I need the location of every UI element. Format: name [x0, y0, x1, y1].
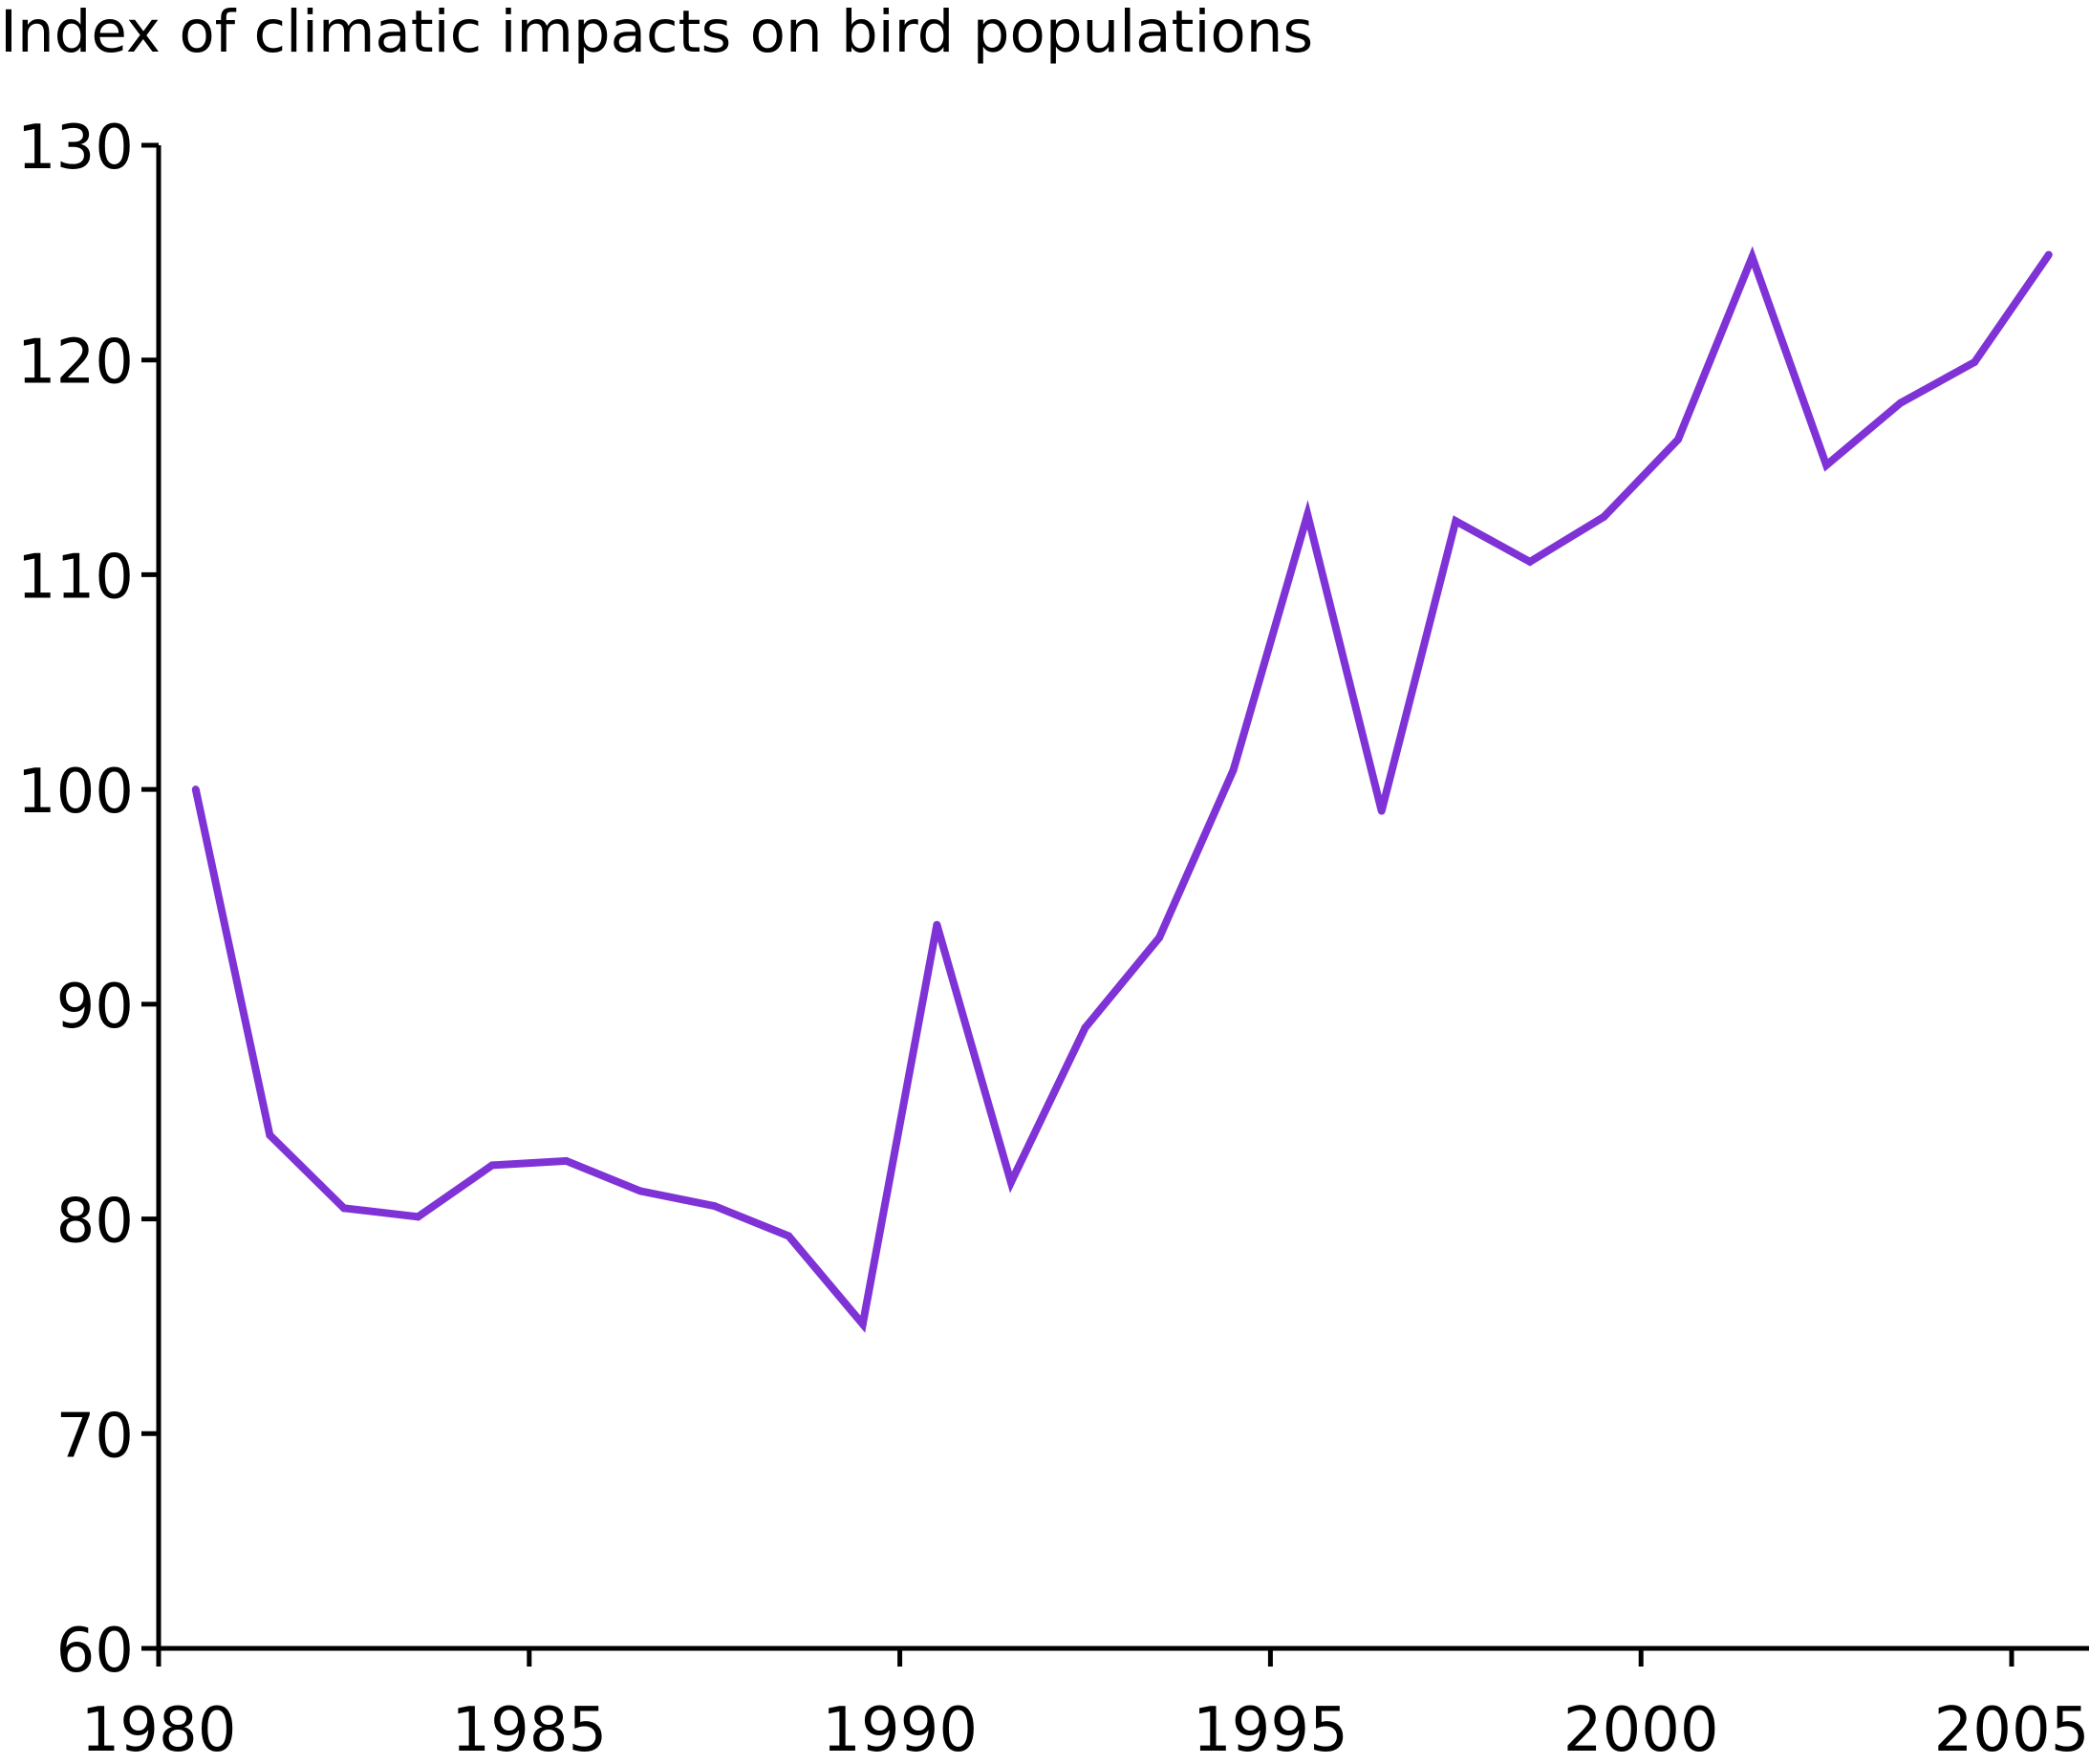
data-point: [266, 1130, 274, 1139]
data-point: [414, 1213, 422, 1221]
y-tick-label: 70: [56, 1401, 134, 1472]
data-point: [710, 1202, 719, 1211]
chart-title: Index of climatic impacts on bird popula…: [0, 0, 1314, 66]
data-point: [191, 785, 200, 794]
x-tick-label: 1985: [451, 1695, 607, 1764]
data-point: [785, 1232, 793, 1240]
data-point: [1600, 512, 1608, 521]
x-axis: 1980 1985 1990 1995 2000 2005: [81, 1646, 2090, 1764]
data-point: [488, 1161, 497, 1170]
data-point: [1155, 934, 1164, 942]
y-tick-label: 90: [56, 972, 134, 1043]
series-layer: [191, 246, 2053, 1333]
data-point: [1081, 1023, 1089, 1032]
data-point: [1229, 765, 1238, 774]
y-axis: 60 70 80 90 100 110 120 130: [17, 113, 162, 1687]
x-tick-label: 2005: [1934, 1695, 2090, 1764]
x-tick-label: 1995: [1193, 1695, 1348, 1764]
data-point: [1006, 1178, 1015, 1187]
data-point: [1377, 807, 1386, 815]
data-point: [1748, 252, 1756, 261]
x-tick-label: 2000: [1563, 1695, 1719, 1764]
x-tick-label: 1980: [81, 1695, 237, 1764]
data-point: [1971, 357, 1979, 366]
data-point: [1452, 517, 1460, 526]
series-line: [191, 246, 2053, 1333]
y-tick-label: 120: [17, 328, 134, 398]
data-point: [1525, 557, 1534, 566]
data-point: [1822, 461, 1831, 469]
y-tick-label: 80: [56, 1187, 134, 1258]
y-tick-label: 100: [17, 757, 134, 828]
data-point: [1896, 398, 1905, 407]
data-point: [562, 1156, 571, 1165]
y-tick-label: 60: [56, 1616, 134, 1687]
data-point: [2044, 250, 2053, 259]
y-tick-label: 110: [17, 542, 134, 613]
data-point: [339, 1204, 348, 1213]
data-point: [933, 920, 941, 929]
data-point: [858, 1320, 867, 1328]
y-tick-label: 130: [17, 113, 134, 183]
x-tick-label: 1990: [822, 1695, 978, 1764]
data-point: [1304, 510, 1312, 519]
data-point: [636, 1187, 645, 1195]
data-point: [1673, 435, 1682, 443]
